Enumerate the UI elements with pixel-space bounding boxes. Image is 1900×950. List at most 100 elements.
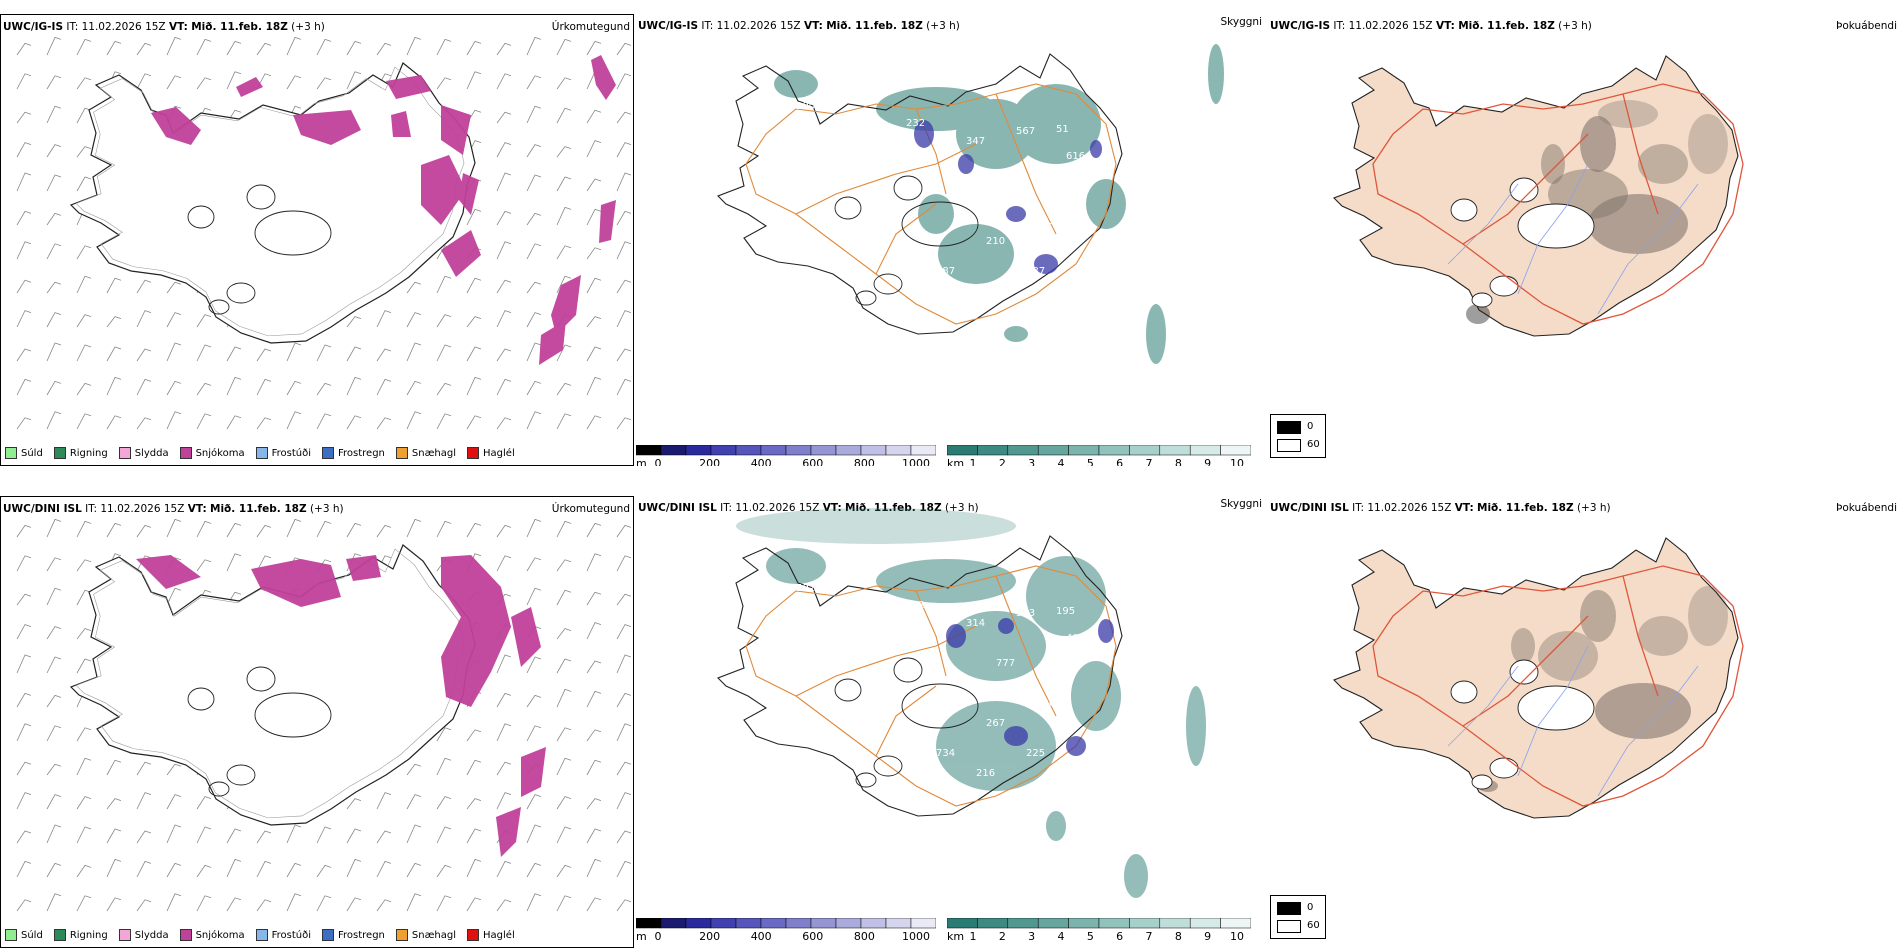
wind-barb <box>316 382 332 396</box>
wind-barb <box>46 243 62 260</box>
wind-barb <box>136 42 152 56</box>
wind-barb <box>46 174 62 192</box>
legend-item: Frostúði <box>255 929 311 941</box>
wind-barb <box>136 830 152 844</box>
wind-barb <box>556 727 572 742</box>
wind-barb <box>106 415 122 430</box>
wind-barb <box>556 688 572 708</box>
colorbar-tick: 4 <box>1057 930 1065 943</box>
precip-type-map <box>16 518 632 912</box>
colorbar-tick: 2 <box>998 930 1006 943</box>
wind-barb <box>616 417 632 430</box>
wind-barb <box>316 520 332 538</box>
wind-barb <box>346 316 362 328</box>
ceiling-label: 436 <box>1036 698 1055 709</box>
wind-barb <box>616 792 632 810</box>
wind-barb <box>286 518 302 538</box>
fog-index-map <box>1333 55 1744 337</box>
wind-barb <box>616 654 632 674</box>
panel-title: Þokuábendi <box>1836 20 1897 32</box>
wind-barb <box>556 589 572 606</box>
wind-barb <box>586 553 602 572</box>
wind-barb <box>556 146 572 158</box>
wind-barb <box>586 376 602 396</box>
wind-barb <box>286 824 302 844</box>
wind-barb <box>376 860 392 878</box>
legend-swatch <box>118 929 131 941</box>
wind-barb <box>16 310 32 328</box>
ceiling-label: 267 <box>986 718 1005 729</box>
wind-barb <box>76 77 92 90</box>
colorbar-tick: 4 <box>1057 457 1065 466</box>
wind-barb <box>406 36 422 56</box>
wind-barb <box>346 828 362 844</box>
colorbar-cell <box>977 917 1009 929</box>
wind-barb <box>136 279 152 294</box>
colorbar-cell <box>760 444 787 456</box>
wind-barb <box>526 75 542 90</box>
wind-barb <box>46 144 62 158</box>
colorbar-tick: 7 <box>1145 457 1153 466</box>
legend-item: Frostregn <box>322 447 385 459</box>
colorbar-cell <box>810 917 837 929</box>
wind-barb <box>256 348 272 362</box>
wind-barb <box>106 798 122 810</box>
ceiling-label: 347 <box>966 136 985 147</box>
colorbar-tick: 6 <box>1116 930 1124 943</box>
wind-barb <box>106 376 122 396</box>
wind-barb <box>76 727 92 742</box>
legend-item: Súld <box>5 929 43 941</box>
wind-barb <box>16 761 32 776</box>
colorbar-tick: 8 <box>1174 930 1182 943</box>
colorbar-tick: 3 <box>1028 457 1036 466</box>
precip-type-map <box>16 36 632 430</box>
wind-barb <box>526 824 542 844</box>
wind-barb <box>406 893 422 912</box>
wind-barb <box>76 382 92 396</box>
colorbar-tick: 600 <box>802 457 824 466</box>
wind-barb <box>106 277 122 294</box>
legend-swatch <box>467 929 480 941</box>
wind-barb <box>616 42 632 56</box>
wind-barb <box>466 729 482 742</box>
colorbar-cell <box>1129 917 1161 929</box>
wind-barb <box>496 310 512 328</box>
colorbar-cell <box>735 917 762 929</box>
legend-swatch <box>255 447 268 459</box>
wind-barb <box>526 411 542 430</box>
wind-barb <box>106 828 122 844</box>
wind-barb <box>16 723 32 742</box>
wind-barb <box>166 587 182 606</box>
wind-barb <box>406 312 422 328</box>
wind-barb <box>16 111 32 124</box>
colorbar-cell <box>685 444 712 456</box>
wind-barb <box>436 77 452 90</box>
wind-barb <box>466 71 482 90</box>
legend-item: Frostregn <box>322 929 385 941</box>
fog-swatch <box>1277 902 1301 915</box>
wind-barb <box>226 553 242 572</box>
wind-barb <box>256 830 272 844</box>
wind-barb <box>616 692 632 708</box>
wind-barb <box>586 660 602 674</box>
wind-barb <box>16 654 32 674</box>
colorbar-cell <box>977 444 1009 456</box>
colorbar-cell <box>1037 444 1069 456</box>
visibility-unit: km <box>947 457 965 466</box>
legend-item: Slydda <box>118 447 169 459</box>
colorbar-tick: 0 <box>654 457 662 466</box>
wind-barb <box>526 312 542 328</box>
wind-barb <box>16 378 32 396</box>
wind-barb <box>46 626 62 640</box>
wind-barb <box>526 862 542 878</box>
fog-rivers <box>1447 163 1699 315</box>
wind-barb <box>526 212 542 226</box>
ceiling-label: 408 <box>1066 633 1085 644</box>
wind-barb <box>196 826 212 844</box>
legend-swatch <box>467 447 480 459</box>
ceiling-label: 210 <box>976 286 995 297</box>
wind-barb <box>496 524 512 538</box>
wind-barb <box>586 316 602 328</box>
wind-barb <box>166 342 182 362</box>
wind-barb <box>316 38 332 56</box>
